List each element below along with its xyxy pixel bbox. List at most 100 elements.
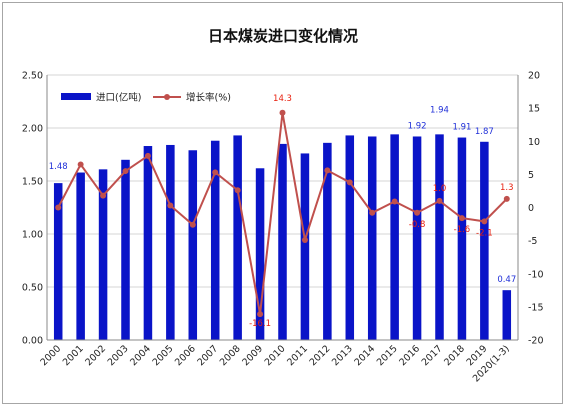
x-tick-label: 2001 (61, 343, 86, 368)
chart-svg: 日本煤炭进口变化情况 0.000.501.001.502.002.50-20-1… (22, 27, 544, 384)
x-tick-label: 2002 (83, 343, 108, 368)
data-labels: 1.48 1.941.92 1.91 1.87 0.47 14.3 -16.1 -0.8 1.0… (49, 94, 517, 329)
legend-line-marker (164, 94, 170, 100)
bar-data-label: 1.91 (452, 123, 471, 133)
x-tick-label: 2009 (240, 343, 265, 368)
x-tick-label: 2000 (38, 343, 63, 368)
bar (457, 137, 467, 340)
line-data-label: -2.1 (476, 228, 493, 238)
line-data-label: -16.1 (249, 319, 271, 329)
line-marker (100, 192, 107, 199)
bar (435, 134, 444, 340)
x-tick-label: 2006 (173, 343, 198, 368)
bar (278, 143, 287, 340)
y-right-tick-label: -15 (528, 302, 544, 313)
line-marker (481, 218, 488, 225)
x-tick-label: 2007 (195, 343, 220, 368)
y-right-tick-label: -10 (528, 269, 544, 280)
bar (98, 169, 108, 340)
line-marker (369, 209, 376, 216)
x-tick-label: 2008 (218, 343, 243, 368)
line-data-label: -1.6 (454, 225, 471, 235)
bar (233, 135, 242, 340)
bar (255, 168, 265, 340)
line-marker (279, 109, 286, 116)
line-marker (436, 197, 443, 204)
x-tick-label: 2005 (151, 343, 176, 368)
bar-data-label: 1.94 (430, 105, 449, 115)
legend: 进口(亿吨) 增长率(%) (61, 92, 231, 104)
line-marker (257, 311, 264, 318)
bar-series (53, 134, 512, 340)
bar-data-label: 1.92 (408, 121, 427, 131)
x-tick-label: 2017 (420, 343, 445, 368)
bar (390, 134, 399, 340)
y-left-tick-label: 0.50 (22, 283, 43, 294)
line-marker (55, 204, 62, 211)
bar (502, 290, 512, 340)
y-right-tick-label: -5 (528, 236, 537, 247)
line-data-label: 1.3 (500, 183, 514, 193)
line-marker (189, 221, 196, 228)
y-right-tick-label: 10 (528, 137, 540, 148)
bar (367, 136, 377, 340)
line-marker (414, 209, 421, 216)
bar (323, 142, 332, 340)
chart-title: 日本煤炭进口变化情况 (208, 27, 358, 45)
line-data-label: 1.0 (433, 184, 447, 194)
y-right-tick-label: -20 (528, 336, 544, 347)
x-tick-label: 2018 (442, 343, 467, 368)
chart-frame: 日本煤炭进口变化情况 0.00 0.50 1.00 1.50 2.00 2.50 -20 -1… (2, 2, 563, 404)
bar (412, 136, 422, 340)
line-data-label: 14.3 (273, 94, 292, 104)
bar (345, 135, 355, 340)
x-tick-label: 2016 (397, 343, 422, 368)
line-marker (122, 168, 129, 175)
bar (300, 153, 310, 340)
y-left-tick-label: 1.50 (22, 177, 43, 188)
x-tick-label: 2012 (308, 343, 333, 368)
bar (143, 146, 153, 340)
y-left-tick-label: 1.00 (22, 230, 43, 241)
y-right-tick-label: 0 (528, 203, 534, 214)
y-left-tick-label: 0.00 (22, 336, 43, 347)
x-tick-label: 2011 (285, 343, 310, 368)
line-marker (324, 167, 331, 174)
line-marker (503, 195, 510, 202)
legend-bar-label: 进口(亿吨) (96, 92, 141, 104)
legend-bar-swatch (61, 93, 91, 100)
bar (480, 141, 489, 340)
line-marker (167, 202, 174, 209)
y-right-tick-label: 5 (528, 170, 534, 181)
legend-line-label: 增长率(%) (186, 92, 231, 104)
x-tick-label: 2003 (106, 343, 131, 368)
bar (53, 183, 63, 340)
y-left-tick-label: 2.00 (22, 124, 43, 135)
y-right-tick-label: 20 (528, 71, 540, 82)
line-marker (458, 215, 465, 222)
x-tick-label: 2013 (330, 343, 355, 368)
x-tick-label: 2015 (375, 343, 400, 368)
bar (121, 159, 130, 340)
line-marker (77, 161, 84, 168)
bar (76, 172, 85, 340)
line-marker (234, 187, 241, 194)
line-marker (346, 179, 353, 186)
bar-data-label: 0.47 (497, 275, 516, 285)
bar-data-label: 1.87 (475, 127, 494, 137)
line-data-label: -0.8 (409, 220, 426, 230)
line-marker (212, 169, 219, 176)
bar (188, 150, 198, 340)
y-right-tick-label: 15 (528, 104, 540, 115)
y-left-tick-label: 2.50 (22, 71, 43, 82)
line-marker (144, 152, 151, 159)
x-tick-label: 2014 (352, 343, 377, 368)
line-series (55, 109, 510, 318)
bar (210, 140, 220, 340)
bar-data-label: 1.48 (49, 162, 68, 172)
line-marker (301, 236, 308, 243)
x-tick-label: 2010 (263, 343, 288, 368)
line-marker (391, 198, 398, 205)
bar (166, 144, 175, 340)
x-tick-label: 2004 (128, 343, 153, 368)
